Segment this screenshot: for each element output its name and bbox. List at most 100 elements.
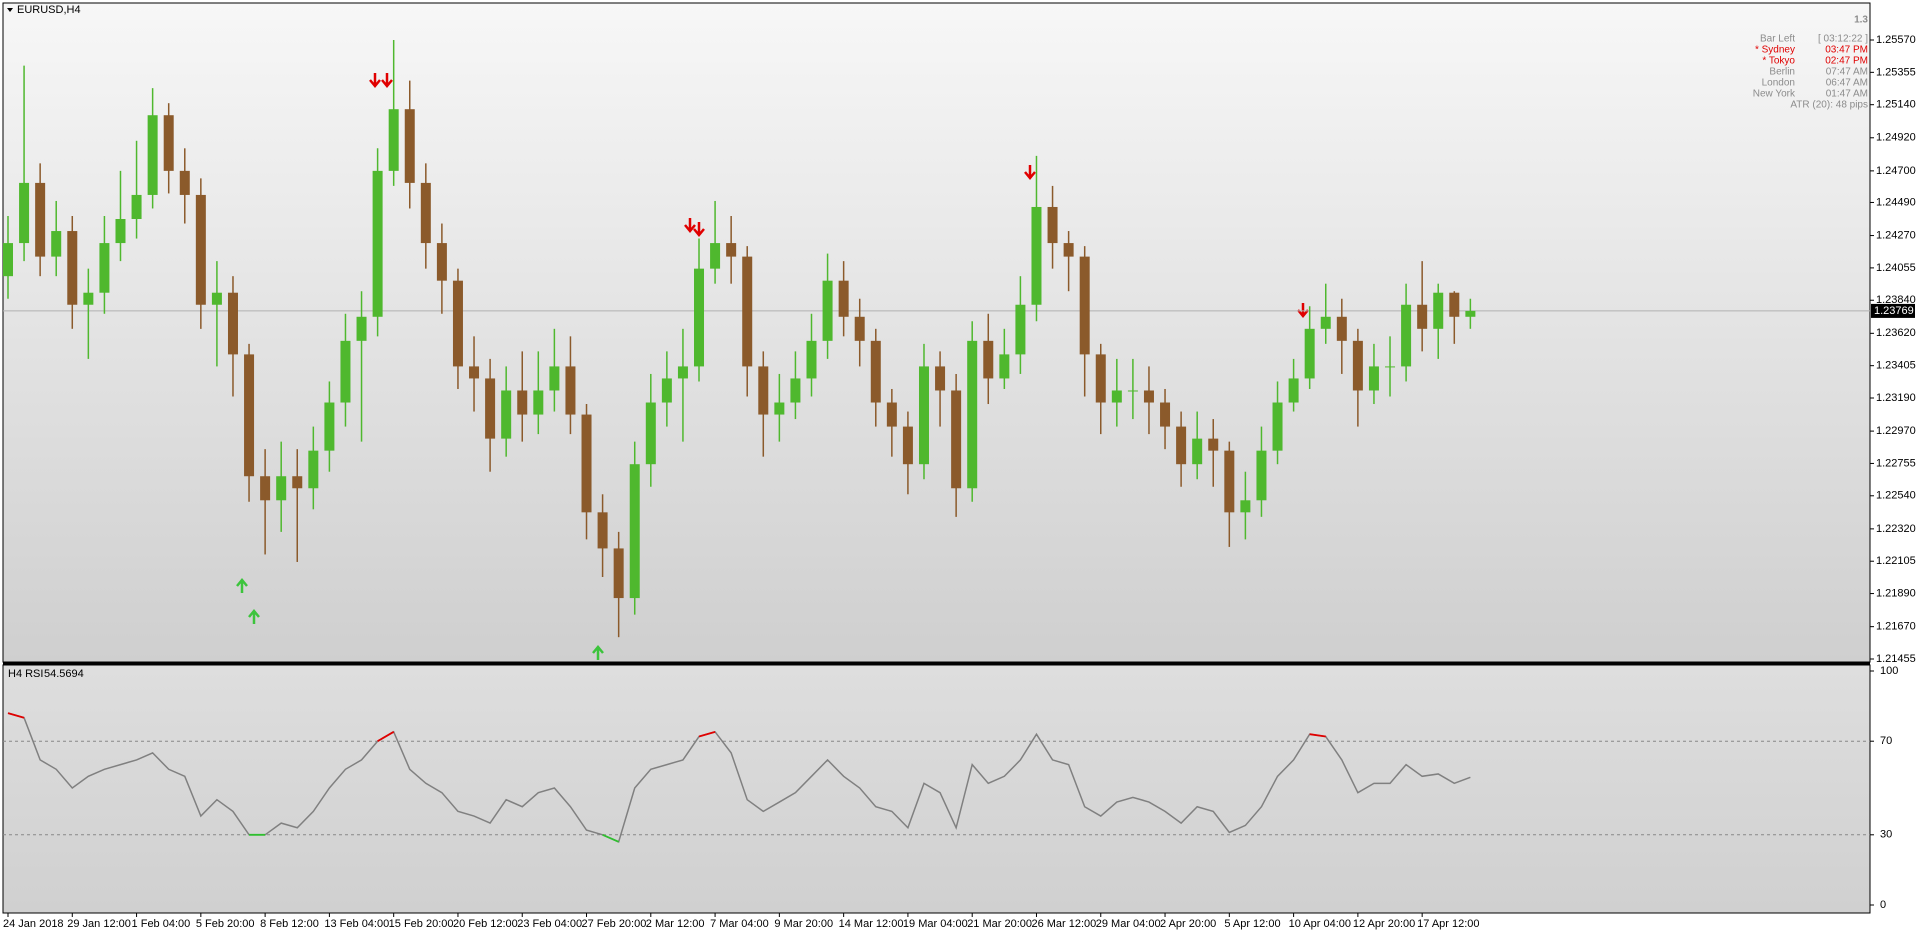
candle-body [870, 340, 881, 403]
info-value: 01:47 AM [1826, 89, 1868, 100]
y-tick-label: 1.22105 [1876, 555, 1916, 567]
x-tick-label: 12 Apr 20:00 [1353, 918, 1415, 930]
candle-body [758, 366, 769, 415]
candle-body [372, 170, 383, 317]
info-label: New York [1753, 89, 1796, 100]
candle-body [999, 354, 1010, 379]
candle-body [533, 390, 544, 415]
y-tick-label: 1.22755 [1876, 457, 1916, 469]
candle-body [1063, 243, 1074, 257]
rsi-extreme [698, 730, 716, 738]
candle-body [1304, 328, 1315, 379]
rsi-extreme [602, 833, 620, 843]
x-tick-label: 17 Apr 12:00 [1417, 918, 1479, 930]
candle-body [1336, 316, 1347, 341]
candle-body [1079, 256, 1090, 355]
candle-body [1031, 206, 1042, 305]
candle-body [742, 256, 753, 367]
candle-body [19, 182, 30, 244]
candle-body [710, 243, 721, 269]
info-label: London [1762, 78, 1795, 89]
x-tick-label: 21 Mar 20:00 [967, 918, 1032, 930]
info-value: 06:47 AM [1826, 78, 1868, 89]
candle-body [1240, 500, 1251, 513]
candle-body [726, 243, 737, 257]
x-tick-label: 24 Jan 2018 [3, 918, 64, 930]
candle-body [854, 316, 865, 341]
candle-body [661, 378, 672, 403]
y-tick-label: 70 [1880, 735, 1892, 747]
candle-body [677, 366, 688, 379]
current-price-box [1871, 303, 1915, 318]
candle-body [517, 390, 528, 415]
candle-body [1465, 310, 1476, 317]
x-tick-label: 7 Mar 04:00 [710, 918, 769, 930]
candle-body [1449, 292, 1460, 317]
y-tick-label: 1.22970 [1876, 425, 1916, 437]
candle-body [452, 280, 463, 367]
sell-arrow [381, 73, 393, 88]
x-tick-label: 1 Feb 04:00 [132, 918, 191, 930]
y-tick-label: 1.22320 [1876, 523, 1916, 535]
candle-body [645, 402, 656, 465]
sell-arrow [693, 222, 705, 237]
candle-body [613, 548, 624, 599]
y-tick-label: 1.24700 [1876, 165, 1916, 177]
x-tick-label: 9 Mar 20:00 [774, 918, 833, 930]
candle-body [227, 292, 238, 355]
candle-body [1208, 438, 1219, 451]
candle-body [549, 366, 560, 391]
candle-body [469, 366, 480, 379]
candle-body [35, 182, 46, 257]
y-tick-label: 1.24055 [1876, 262, 1916, 274]
candle-body [501, 390, 512, 439]
candle-body [1385, 366, 1396, 368]
x-tick-label: 19 Mar 04:00 [903, 918, 968, 930]
candle-body [886, 402, 897, 427]
candle-body [1417, 304, 1428, 329]
y-tick-label: 1.23405 [1876, 360, 1916, 372]
candle-body [99, 243, 110, 293]
info-label: Berlin [1769, 67, 1795, 78]
info-panel: 1.3 Bar Left [ 03:12:22 ] * Sydney 03:47… [1753, 15, 1869, 111]
candle-body [276, 476, 287, 501]
x-tick-label: 14 Mar 12:00 [839, 918, 904, 930]
candle-body [67, 231, 78, 305]
buy-arrow [236, 578, 248, 593]
candle-body [292, 476, 303, 489]
candle-body [1433, 292, 1444, 329]
info-value: 07:47 AM [1826, 67, 1868, 78]
menu-triangle [7, 8, 13, 12]
candle-body [83, 292, 94, 305]
y-tick-label: 1.22540 [1876, 490, 1916, 502]
rsi-title: H4 RSI [8, 668, 43, 680]
candle-body [195, 194, 206, 305]
y-tick-label: 1.23190 [1876, 392, 1916, 404]
candle-body [935, 366, 946, 391]
candle-body [1047, 206, 1058, 244]
candle-body [1127, 390, 1138, 392]
sell-arrow [1297, 303, 1309, 318]
candle-body [918, 366, 929, 465]
y-tick-label: 1.21455 [1876, 653, 1916, 665]
sell-arrow [1024, 165, 1036, 180]
candle-body [790, 378, 801, 403]
candle-body [147, 115, 158, 195]
candle-body [1368, 366, 1379, 391]
y-tick-label: 1.25355 [1876, 66, 1916, 78]
candle-body [436, 243, 447, 281]
y-tick-label: 1.23840 [1876, 294, 1916, 306]
buy-arrow [248, 609, 260, 624]
info-value: [ 03:12:22 ] [1818, 34, 1868, 45]
price-panel [2, 2, 1871, 663]
candle-body [1111, 390, 1122, 403]
sell-arrow [369, 73, 381, 88]
candle-body [131, 194, 142, 220]
candle-body [629, 464, 640, 599]
candle-body [356, 316, 367, 341]
x-tick-label: 29 Mar 04:00 [1096, 918, 1161, 930]
candle-body [597, 512, 608, 549]
candle-body [951, 390, 962, 489]
candle-body [967, 340, 978, 489]
candle-body [1095, 354, 1106, 403]
